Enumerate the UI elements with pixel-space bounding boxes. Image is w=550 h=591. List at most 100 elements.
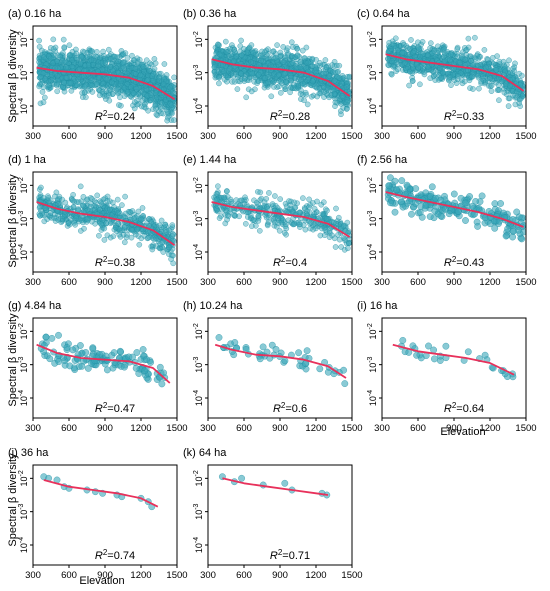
data-point xyxy=(47,45,54,51)
data-point xyxy=(75,207,82,213)
data-point xyxy=(63,64,70,71)
data-point xyxy=(497,200,505,207)
data-point xyxy=(440,69,447,76)
data-point xyxy=(416,45,423,52)
x-tick-label: 600 xyxy=(410,277,426,288)
data-point xyxy=(332,244,339,250)
data-point xyxy=(48,76,55,83)
data-point xyxy=(101,237,108,243)
data-point xyxy=(264,222,271,229)
data-point xyxy=(278,78,284,85)
data-point xyxy=(257,189,264,196)
x-tick-label: 600 xyxy=(410,131,426,142)
y-tick-label: 10-3 xyxy=(193,64,204,80)
data-point xyxy=(450,190,458,198)
data-point xyxy=(226,66,233,73)
data-point xyxy=(277,89,284,96)
data-point xyxy=(506,57,512,64)
data-point xyxy=(270,48,277,55)
data-point xyxy=(331,77,338,84)
data-point xyxy=(322,227,329,233)
data-point xyxy=(300,80,306,87)
y-tick-label: 10-3 xyxy=(367,64,378,80)
data-point xyxy=(496,97,502,104)
data-point xyxy=(66,42,73,49)
data-point xyxy=(242,194,248,201)
data-point xyxy=(164,114,171,121)
data-point xyxy=(446,73,453,80)
y-tick-label: 10-2 xyxy=(18,31,29,47)
data-point xyxy=(246,44,253,51)
r2-label: R2=0.38 xyxy=(95,255,135,269)
data-point xyxy=(38,184,44,191)
data-point xyxy=(238,70,245,77)
data-point xyxy=(257,52,264,59)
data-point xyxy=(50,46,57,52)
data-point xyxy=(248,88,255,95)
data-point xyxy=(290,44,296,50)
data-point xyxy=(153,94,160,101)
data-point xyxy=(386,174,394,182)
data-point xyxy=(168,102,175,108)
data-point xyxy=(88,77,95,84)
data-point xyxy=(47,84,54,91)
data-point xyxy=(129,52,135,59)
x-tick-label: 600 xyxy=(61,277,77,288)
x-tick-label: 1200 xyxy=(479,277,500,288)
data-point xyxy=(53,189,60,196)
data-point xyxy=(61,79,68,86)
data-point xyxy=(170,90,177,97)
data-point xyxy=(495,86,502,93)
data-point xyxy=(166,244,172,251)
data-point xyxy=(244,49,251,56)
r2-label: R2=0.43 xyxy=(444,255,484,269)
data-point xyxy=(65,220,72,227)
data-point xyxy=(431,194,439,202)
x-tick-label: 1200 xyxy=(130,131,151,142)
r2-label: R2=0.28 xyxy=(270,109,310,123)
data-point xyxy=(465,35,472,42)
r2-label: R2=0.24 xyxy=(95,109,135,123)
data-point xyxy=(215,183,221,190)
data-point xyxy=(462,56,469,63)
data-point xyxy=(283,203,290,210)
y-tick-label: 10-3 xyxy=(18,64,29,80)
data-point xyxy=(487,75,493,82)
data-point xyxy=(308,219,314,226)
data-point xyxy=(458,77,465,83)
data-point xyxy=(121,239,128,246)
data-point xyxy=(151,56,158,62)
data-point xyxy=(516,70,522,77)
data-point xyxy=(71,219,78,226)
data-point xyxy=(336,62,343,69)
data-point xyxy=(262,211,269,218)
data-point xyxy=(79,94,86,100)
data-point xyxy=(89,89,96,95)
data-point xyxy=(457,59,463,66)
data-point xyxy=(311,211,318,217)
data-point xyxy=(331,63,338,70)
data-point xyxy=(107,86,114,93)
data-point xyxy=(153,106,159,112)
data-point xyxy=(159,239,166,246)
data-point xyxy=(82,82,89,89)
data-point xyxy=(301,97,307,104)
data-point xyxy=(96,206,103,213)
data-point xyxy=(77,183,84,190)
data-point xyxy=(38,47,45,54)
data-point xyxy=(309,56,316,63)
data-point xyxy=(419,38,426,45)
x-tick-label: 1200 xyxy=(305,277,326,288)
data-point xyxy=(111,53,117,60)
panel-title: (e) 1.44 ha xyxy=(183,154,237,166)
data-point xyxy=(60,36,67,43)
data-point xyxy=(67,80,74,87)
data-point xyxy=(481,47,488,53)
data-point xyxy=(313,225,319,232)
data-point xyxy=(406,82,412,89)
data-point xyxy=(36,37,42,44)
data-point xyxy=(454,46,461,52)
data-point xyxy=(250,49,257,56)
